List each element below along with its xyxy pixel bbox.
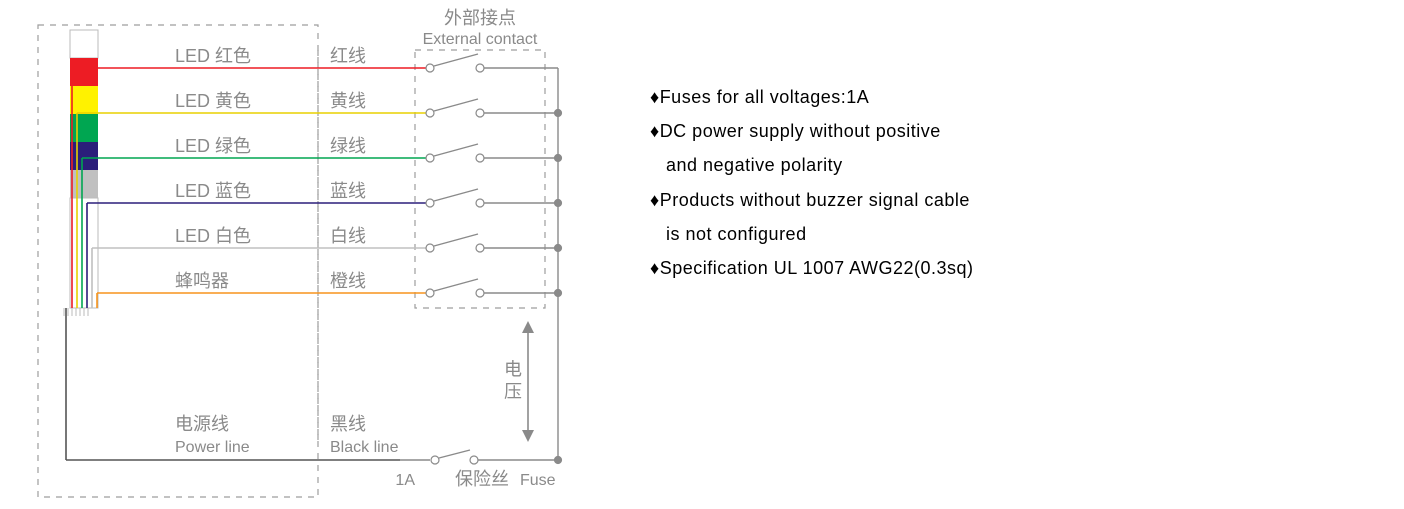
- svg-text:LED 绿色: LED 绿色: [175, 136, 251, 156]
- note-line: ♦Fuses for all voltages:1A: [650, 80, 974, 114]
- svg-text:Fuse: Fuse: [520, 472, 556, 489]
- svg-text:红线: 红线: [330, 46, 366, 66]
- note-line: ♦DC power supply without positive: [650, 114, 974, 148]
- svg-text:绿线: 绿线: [330, 136, 366, 156]
- svg-text:1A: 1A: [395, 472, 415, 489]
- svg-text:外部接点: 外部接点: [444, 8, 516, 28]
- svg-text:LED 白色: LED 白色: [175, 226, 251, 246]
- note-line-continuation: and negative polarity: [650, 148, 974, 182]
- notes-panel: ♦Fuses for all voltages:1A♦DC power supp…: [620, 0, 974, 285]
- note-line: ♦Specification UL 1007 AWG22(0.3sq): [650, 251, 974, 285]
- svg-text:电源线: 电源线: [175, 414, 229, 434]
- svg-text:蓝线: 蓝线: [330, 181, 366, 201]
- svg-text:Black line: Black line: [330, 439, 399, 456]
- note-line: ♦Products without buzzer signal cable: [650, 183, 974, 217]
- wiring-diagram: 外部接点 External contact LED 红色 红线 LED 黄色 黄线 LED …: [0, 0, 620, 509]
- svg-text:Power line: Power line: [175, 439, 250, 456]
- svg-text:黄线: 黄线: [330, 91, 366, 111]
- note-line-continuation: is not configured: [650, 217, 974, 251]
- svg-text:LED 蓝色: LED 蓝色: [175, 181, 251, 201]
- svg-text:压: 压: [504, 382, 522, 402]
- svg-text:橙线: 橙线: [330, 271, 366, 291]
- diagram-svg: 外部接点 External contact LED 红色 红线 LED 黄色 黄线 LED …: [0, 0, 620, 509]
- svg-text:白线: 白线: [330, 226, 366, 246]
- svg-text:LED 红色: LED 红色: [175, 46, 251, 66]
- svg-text:External contact: External contact: [423, 31, 538, 48]
- svg-text:黑线: 黑线: [330, 414, 366, 434]
- svg-text:蜂鸣器: 蜂鸣器: [175, 271, 229, 291]
- svg-text:保险丝: 保险丝: [455, 469, 509, 489]
- svg-text:LED 黄色: LED 黄色: [175, 91, 251, 111]
- svg-text:电: 电: [504, 360, 522, 380]
